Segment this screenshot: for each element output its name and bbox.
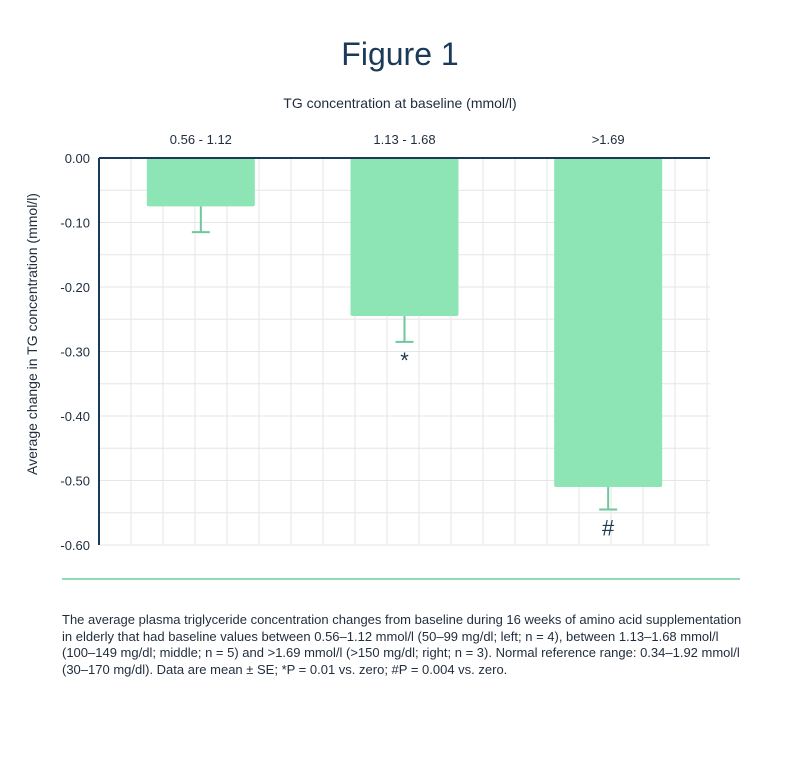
y-tick-label: -0.30 [60,345,90,360]
y-tick-label: -0.50 [60,474,90,489]
y-tick-label: 0.00 [65,151,90,166]
category-label-2: 1.13 - 1.68 [373,132,435,147]
caption-divider [62,578,740,580]
bar-3 [554,158,663,487]
chart-axes [98,157,710,545]
chart-bars [146,158,663,487]
y-tick-label: -0.60 [60,538,90,553]
significance-marker-3: # [602,516,615,541]
y-tick-label: -0.10 [60,216,90,231]
bar-chart: 0.56 - 1.12 * 1.13 - 1.68 # >1.69 0.00 -0.10 -0… [24,95,710,553]
y-axis-title: Average change in TG concentration (mmol… [24,193,40,475]
bar-1 [146,158,255,207]
figure-title: Figure 1 [341,36,459,72]
y-tick-label: -0.20 [60,280,90,295]
significance-marker-2: * [400,348,409,373]
figure-caption: The average plasma triglyceride concentr… [62,612,742,677]
category-label-3: >1.69 [592,132,625,147]
chart-labels: 0.56 - 1.12 * 1.13 - 1.68 # >1.69 0.00 -0.10 -0… [24,95,625,553]
x-axis-title: TG concentration at baseline (mmol/l) [283,95,516,111]
category-label-1: 0.56 - 1.12 [170,132,232,147]
chart-error-bars [191,206,618,511]
bar-2 [350,158,459,317]
y-tick-label: -0.40 [60,409,90,424]
